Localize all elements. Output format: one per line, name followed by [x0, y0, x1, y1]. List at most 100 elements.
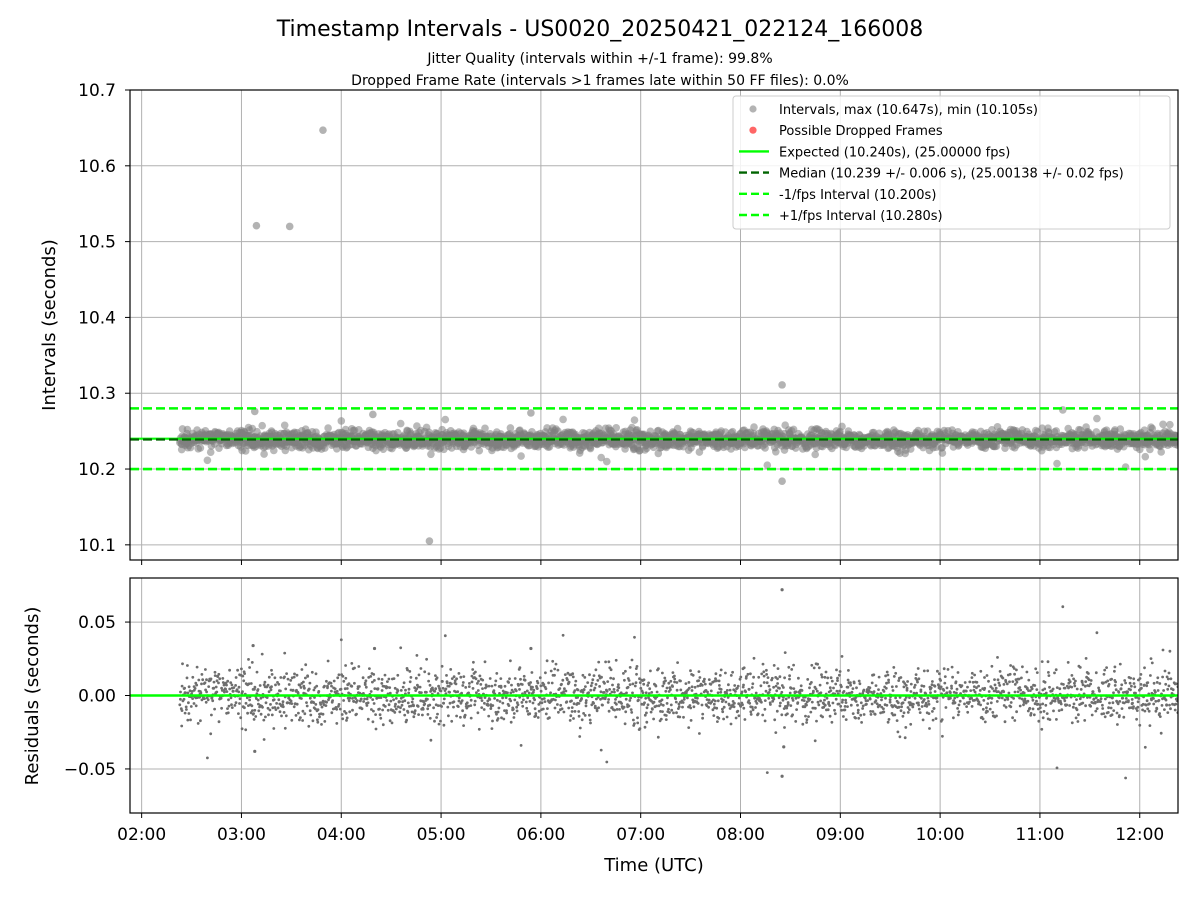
residual-point	[1021, 665, 1024, 669]
residual-point	[792, 687, 796, 690]
residual-point	[330, 711, 334, 715]
residual-point	[253, 685, 257, 689]
residual-point	[375, 697, 379, 700]
residual-point	[973, 698, 976, 702]
residual-point	[661, 684, 665, 688]
residual-point	[453, 679, 457, 683]
residual-point	[493, 683, 497, 687]
residual-point	[457, 672, 461, 675]
residual-point	[614, 698, 617, 701]
residual-point	[203, 681, 207, 685]
residual-point	[971, 680, 975, 684]
residual-point	[724, 671, 727, 675]
residual-point	[528, 700, 532, 703]
residual-point	[844, 701, 848, 704]
residual-point	[345, 719, 348, 722]
residual-point	[809, 710, 813, 714]
residual-point	[631, 682, 635, 686]
residual-point	[733, 684, 737, 687]
residual-point	[378, 707, 381, 711]
residual-point	[812, 689, 815, 693]
residual-point	[703, 682, 707, 686]
residual-point	[496, 698, 499, 702]
residual-point	[895, 719, 899, 722]
residual-point	[1006, 698, 1010, 701]
residual-point	[624, 697, 628, 701]
residual-point	[862, 688, 866, 692]
residual-point	[219, 697, 223, 700]
residual-point	[796, 701, 800, 704]
residual-point	[521, 704, 525, 708]
residual-point	[323, 684, 326, 688]
residual-point	[661, 671, 664, 675]
residual-point	[537, 709, 541, 713]
residual-point	[588, 718, 592, 722]
residual-point	[966, 710, 970, 714]
residual-point	[824, 670, 828, 674]
residual-point	[973, 673, 976, 677]
residual-point	[696, 684, 700, 688]
residual-point	[273, 706, 277, 709]
residual-point	[973, 690, 977, 694]
residual-point	[513, 698, 517, 702]
residual-point	[784, 697, 788, 701]
residual-point	[400, 703, 404, 707]
residual-point	[199, 691, 203, 695]
residual-point	[884, 696, 887, 700]
residual-point	[266, 706, 270, 710]
residual-point	[248, 666, 252, 669]
residual-point	[553, 706, 557, 710]
residual-point	[687, 686, 691, 690]
residual-point	[887, 718, 891, 721]
residual-point	[874, 699, 878, 703]
residual-point	[903, 698, 907, 702]
intervals-y-ticks: 10.110.210.310.410.510.610.7	[78, 81, 130, 556]
residual-point	[684, 682, 688, 685]
residual-point	[467, 691, 470, 695]
legend-label: Possible Dropped Frames	[779, 124, 943, 139]
residual-point	[392, 677, 396, 680]
residual-point	[461, 684, 465, 687]
residual-point	[652, 717, 655, 721]
residual-point	[768, 688, 772, 692]
residual-point	[597, 674, 601, 678]
residual-point	[1054, 697, 1057, 701]
interval-point	[475, 446, 484, 455]
residual-point	[583, 676, 587, 679]
residual-point	[479, 696, 483, 700]
residual-point	[949, 696, 952, 700]
residual-point	[854, 716, 857, 720]
residual-point	[717, 679, 721, 683]
residual-point	[657, 704, 661, 708]
residual-point	[511, 707, 515, 711]
residual-point	[270, 713, 274, 717]
residual-point	[472, 660, 475, 664]
residual-point	[459, 675, 463, 679]
residual-point	[250, 661, 254, 664]
interval-point	[196, 444, 205, 452]
residual-point	[214, 685, 218, 689]
residual-point	[185, 708, 188, 711]
residual-point	[412, 704, 415, 708]
residual-point	[838, 689, 841, 693]
residual-point	[633, 635, 636, 639]
residual-point	[794, 690, 798, 694]
residual-point	[553, 667, 557, 671]
residual-point	[935, 700, 939, 703]
residual-point	[698, 732, 701, 735]
residual-point	[791, 696, 794, 700]
residual-point	[868, 697, 872, 701]
residual-point	[968, 700, 971, 704]
residual-point	[335, 707, 339, 711]
residual-point	[722, 698, 725, 702]
residual-point	[909, 682, 913, 686]
residual-point	[924, 692, 928, 695]
residual-point	[467, 704, 470, 708]
residual-point	[387, 703, 391, 707]
residual-point	[935, 696, 939, 700]
residual-point	[998, 684, 1002, 687]
residual-point	[308, 696, 312, 700]
residual-point	[617, 686, 621, 690]
residual-point	[386, 708, 390, 712]
residual-point	[394, 697, 398, 700]
